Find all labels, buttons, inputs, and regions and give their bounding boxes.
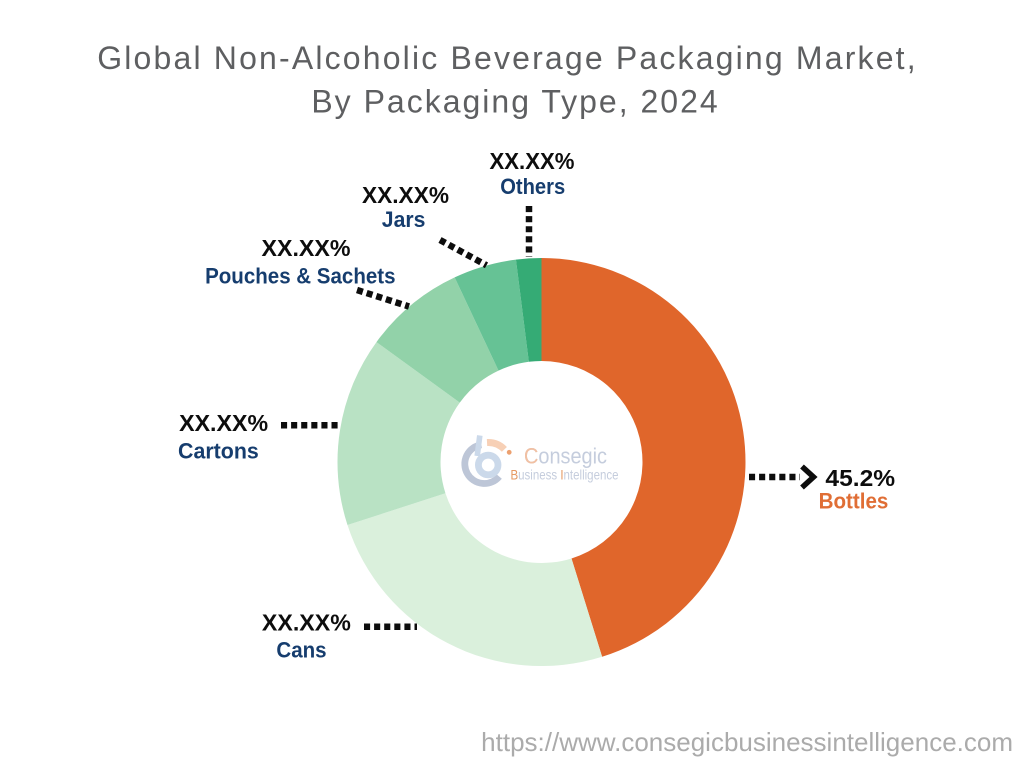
svg-text:I: I	[560, 467, 563, 483]
svg-text:Jars: Jars	[382, 207, 426, 232]
svg-text:XX.XX%: XX.XX%	[362, 182, 449, 208]
svg-text:https://www.consegicbusinessin: https://www.consegicbusinessintelligence…	[481, 727, 1013, 757]
svg-text:Cartons: Cartons	[178, 439, 259, 464]
svg-text:Pouches & Sachets: Pouches & Sachets	[205, 264, 395, 289]
svg-text:By Packaging Type, 2024: By Packaging Type, 2024	[311, 84, 719, 120]
svg-text:Business Intelligence: Business Intelligence	[511, 467, 619, 483]
svg-text:Cans: Cans	[276, 638, 326, 663]
svg-text:XX.XX%: XX.XX%	[262, 235, 351, 261]
svg-text:Bottles: Bottles	[819, 489, 889, 514]
svg-text:B: B	[511, 467, 519, 483]
svg-text:Consegic: Consegic	[524, 444, 607, 469]
svg-text:XX.XX%: XX.XX%	[179, 410, 268, 436]
svg-text:45.2%: 45.2%	[825, 465, 895, 491]
svg-text:C: C	[524, 444, 538, 469]
svg-text:Others: Others	[500, 174, 565, 199]
svg-text:XX.XX%: XX.XX%	[490, 148, 575, 174]
svg-text:Global Non-Alcoholic Beverage: Global Non-Alcoholic Beverage Packaging …	[97, 40, 918, 76]
svg-text:XX.XX%: XX.XX%	[262, 610, 351, 636]
